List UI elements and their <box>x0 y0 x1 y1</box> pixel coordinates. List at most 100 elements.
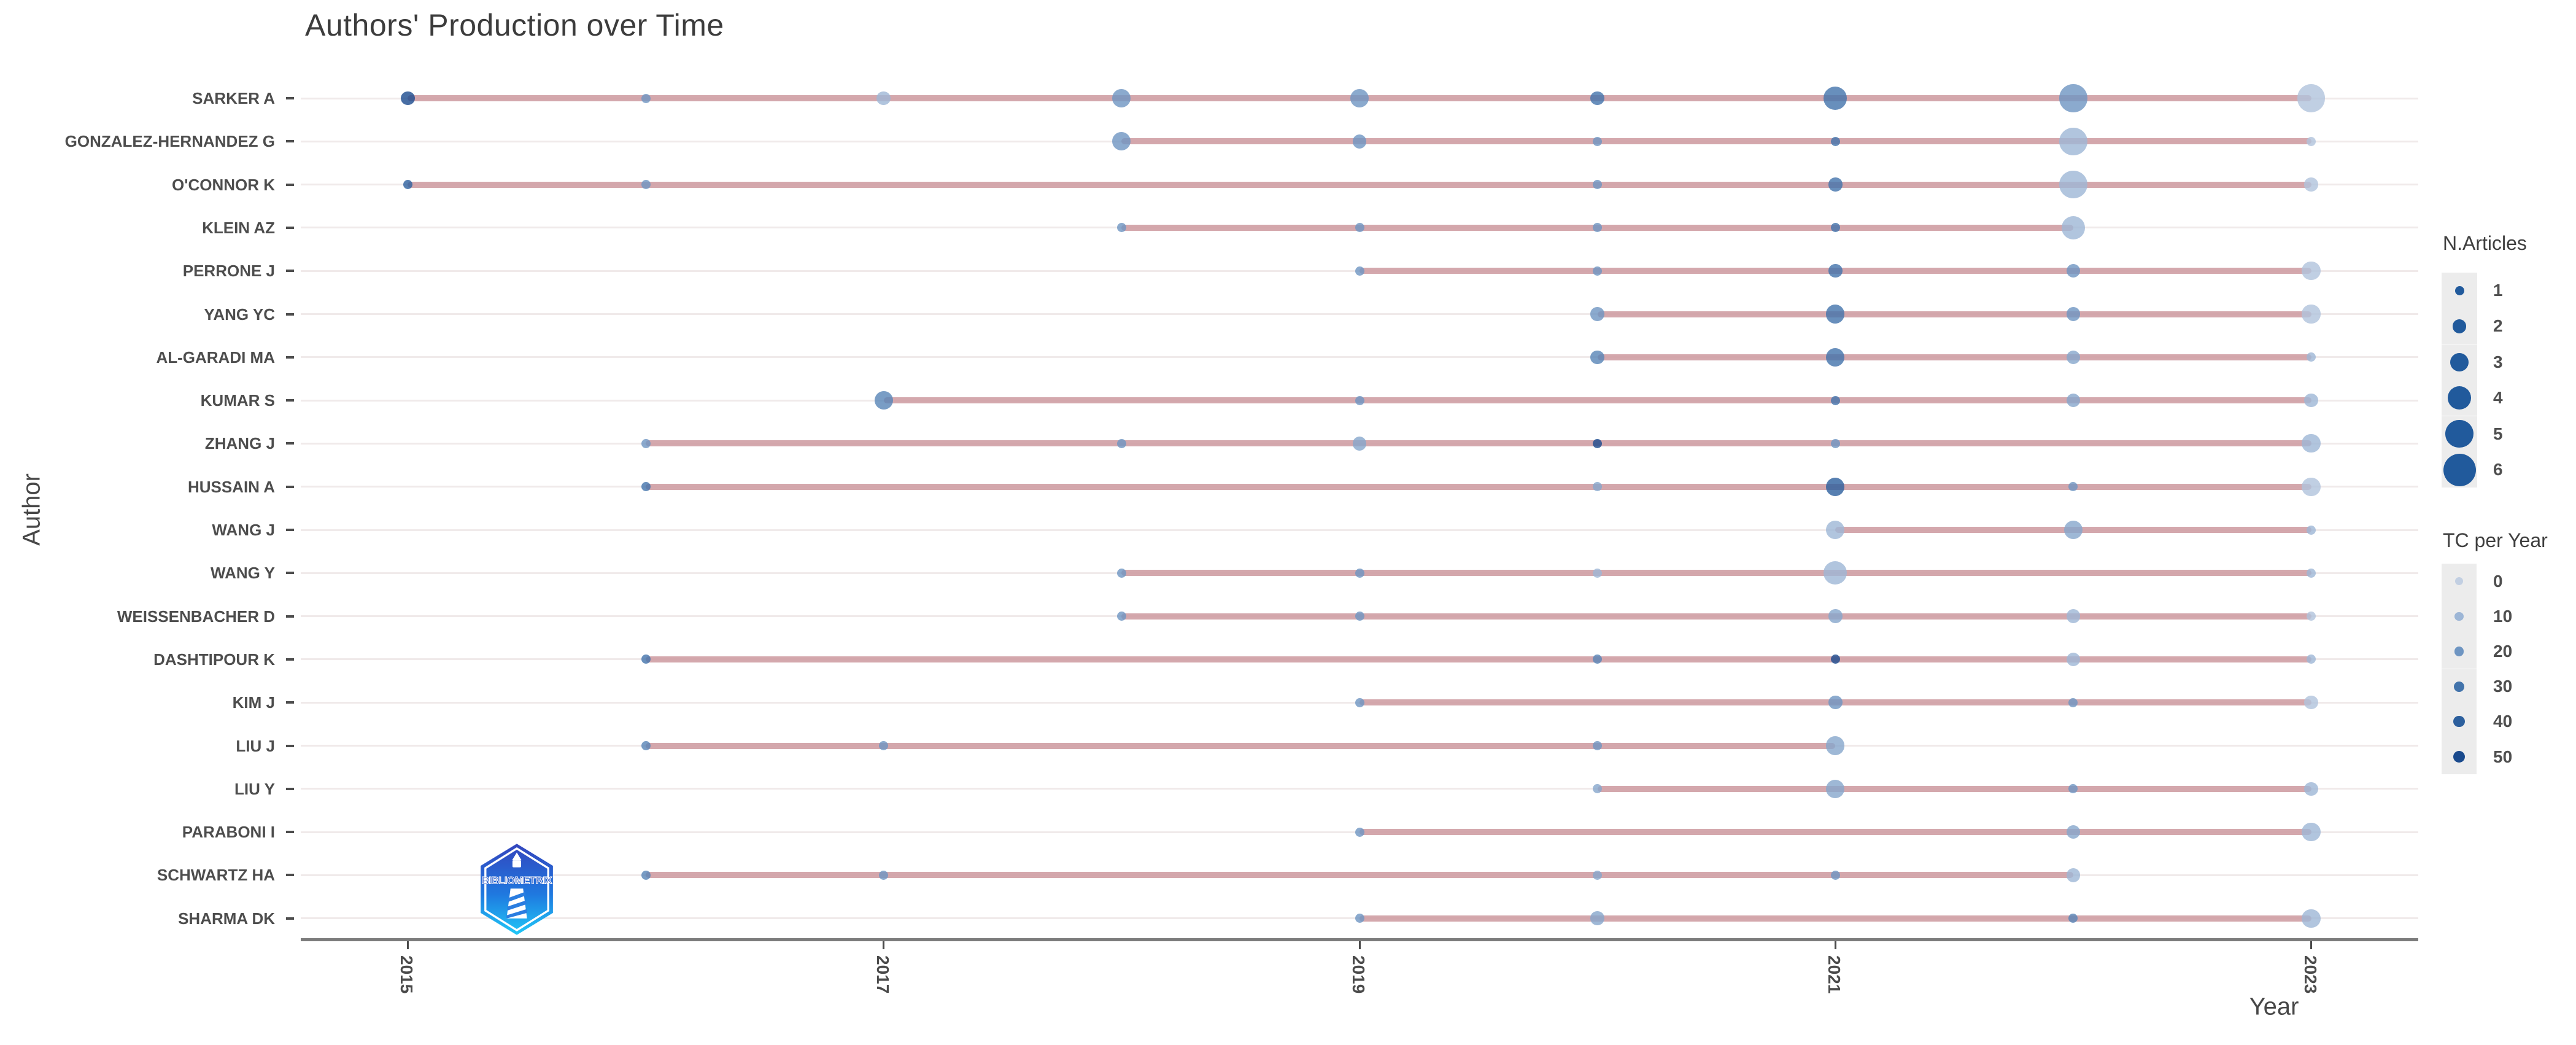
data-point <box>879 741 889 750</box>
data-point <box>1593 266 1603 276</box>
data-point <box>2066 393 2081 408</box>
size-legend-dot <box>2448 386 2471 410</box>
color-legend-label: 50 <box>2493 747 2513 766</box>
y-axis-tick <box>286 917 294 920</box>
data-point <box>641 655 651 664</box>
data-point <box>2304 393 2318 408</box>
timeline-segment <box>883 397 2311 404</box>
data-point <box>1355 568 1364 578</box>
data-point <box>1593 655 1603 664</box>
data-point <box>2307 136 2316 146</box>
data-point <box>641 482 651 492</box>
x-axis-tick <box>406 941 409 949</box>
data-point <box>1830 438 1840 448</box>
data-point <box>2302 477 2321 496</box>
y-axis-tick <box>286 485 294 488</box>
data-point <box>1355 223 1364 233</box>
timeline-segment <box>1360 829 2311 836</box>
data-point <box>1590 307 1604 321</box>
author-label: WANG Y <box>211 564 275 583</box>
data-point <box>1824 87 1847 110</box>
timeline-segment <box>646 656 2311 662</box>
data-point <box>2304 177 2318 192</box>
size-legend-label: 3 <box>2493 352 2503 371</box>
x-axis-line <box>301 938 2418 941</box>
author-label: YANG YC <box>204 305 275 324</box>
data-point <box>641 870 651 880</box>
x-tick-label: 2021 <box>1825 955 1844 994</box>
timeline-segment <box>1360 915 2311 922</box>
data-point <box>879 870 889 880</box>
y-axis-tick <box>286 831 294 834</box>
data-point <box>1590 911 1604 925</box>
y-axis-tick <box>286 701 294 704</box>
data-point <box>1355 612 1364 621</box>
x-axis-tick <box>1834 941 1836 949</box>
data-point <box>1355 697 1364 707</box>
color-legend-dot <box>2455 577 2463 585</box>
data-point <box>2066 263 2081 278</box>
data-point <box>2307 568 2316 578</box>
color-legend-label: 30 <box>2493 677 2513 696</box>
author-label: GONZALEZ-HERNANDEZ G <box>64 132 275 151</box>
size-legend-label: 6 <box>2493 460 2503 479</box>
author-label: LIU J <box>236 736 275 755</box>
data-point <box>2302 909 2321 928</box>
color-legend-label: 10 <box>2493 606 2513 626</box>
author-label: LIU Y <box>234 779 275 798</box>
data-point <box>1116 223 1126 233</box>
data-point <box>2066 652 2081 667</box>
data-point <box>2059 170 2087 199</box>
data-point <box>641 438 651 448</box>
data-point <box>1116 612 1126 621</box>
data-point <box>1116 438 1126 448</box>
x-tick-label: 2023 <box>2300 955 2320 994</box>
data-point <box>1828 177 1843 192</box>
row-gridline <box>301 788 2418 790</box>
author-label: DASHTIPOUR K <box>153 650 275 669</box>
data-point <box>1355 914 1364 923</box>
data-point <box>401 91 415 106</box>
author-label: SARKER A <box>192 89 275 107</box>
y-axis-tick <box>286 658 294 661</box>
data-point <box>2066 868 2081 882</box>
size-legend-label: 5 <box>2493 424 2503 443</box>
size-legend-label: 1 <box>2493 281 2503 300</box>
y-axis-tick <box>286 140 294 143</box>
y-axis-tick <box>286 226 294 229</box>
y-axis-tick <box>286 399 294 402</box>
color-legend-label: 40 <box>2493 712 2513 731</box>
timeline-segment <box>1121 570 2311 577</box>
timeline-segment <box>646 742 1836 749</box>
size-legend-dot <box>2454 286 2464 295</box>
data-point <box>2302 305 2321 324</box>
data-point <box>2307 525 2316 535</box>
timeline-segment <box>646 483 2311 490</box>
size-legend-dot <box>2452 319 2467 333</box>
timeline-segment <box>1597 354 2311 360</box>
data-point <box>2307 612 2316 621</box>
x-axis-tick <box>1358 941 1361 949</box>
data-point <box>1590 91 1604 106</box>
color-legend-dot <box>2454 681 2464 692</box>
timeline-segment <box>1121 613 2311 620</box>
timeline-segment <box>646 440 2311 447</box>
y-axis-tick <box>286 183 294 186</box>
x-tick-label: 2019 <box>1349 955 1368 994</box>
data-point <box>1355 266 1364 276</box>
data-point <box>1826 305 1845 324</box>
data-point <box>1830 223 1840 233</box>
data-point <box>1352 437 1367 451</box>
size-legend-title: N.Articles <box>2443 232 2527 254</box>
data-point <box>2059 84 2087 112</box>
data-point <box>1352 134 1367 149</box>
x-axis-tick <box>2310 941 2313 949</box>
data-point <box>1828 695 1843 710</box>
lighthouse-stripes <box>506 892 527 919</box>
row-gridline <box>301 529 2418 531</box>
data-point <box>1593 136 1603 146</box>
y-axis-tick <box>286 787 294 790</box>
y-axis-tick <box>286 529 294 531</box>
chart-title: Authors' Production over Time <box>305 8 724 42</box>
